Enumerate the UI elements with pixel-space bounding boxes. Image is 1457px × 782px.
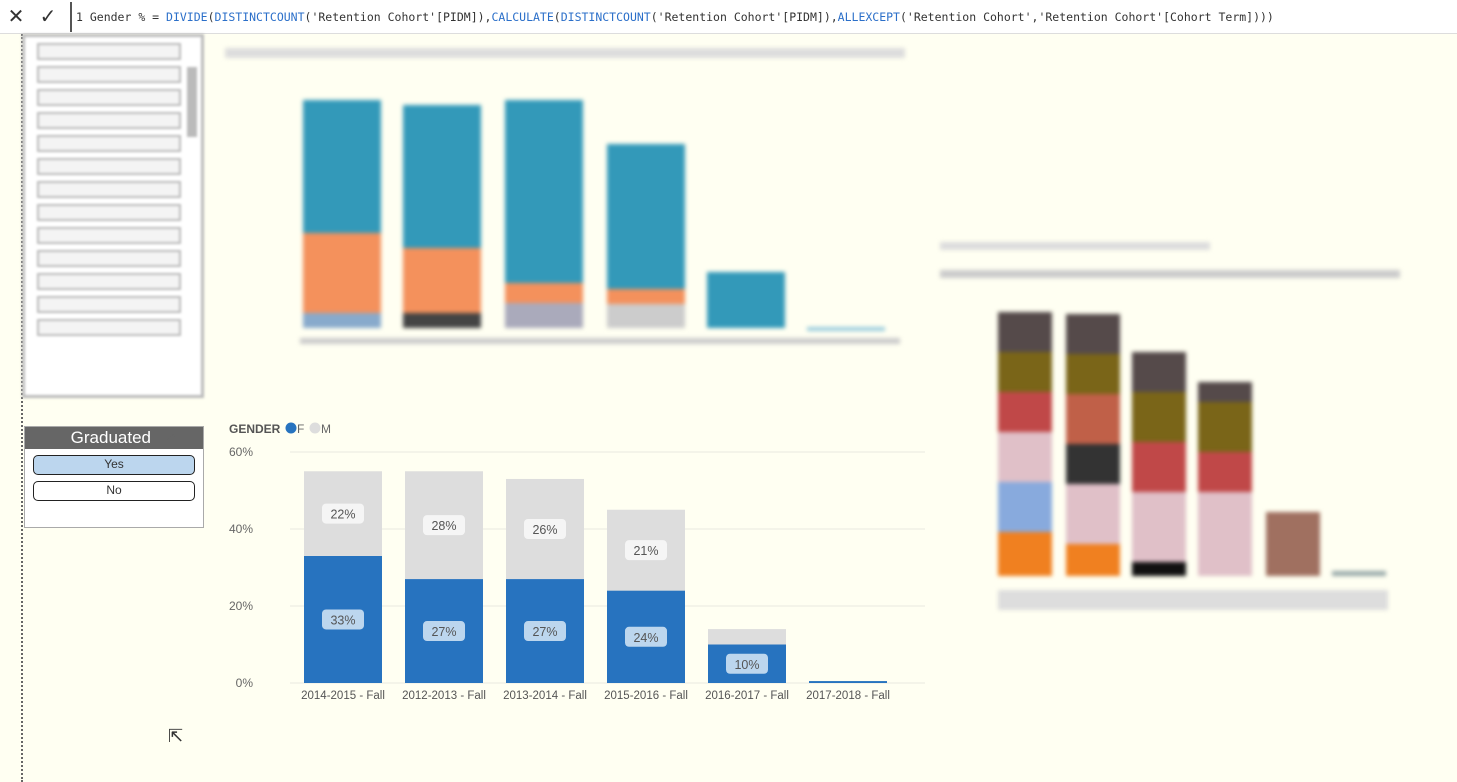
y-tick-label: 20% xyxy=(229,599,253,613)
data-label-bg xyxy=(423,621,465,642)
focus-mode-icon[interactable]: ⤢ xyxy=(163,429,175,445)
slicer-item[interactable] xyxy=(37,204,181,221)
y-tick-label: 40% xyxy=(229,522,253,536)
slicer-title: Graduated xyxy=(25,427,203,449)
canvas-edge xyxy=(21,34,23,782)
x-tick-label: 2014-2015 - Fall xyxy=(301,690,385,702)
legend-label: F xyxy=(297,422,304,436)
y-tick-label: 60% xyxy=(229,445,253,459)
x-tick-label: 2016-2017 - Fall xyxy=(705,690,789,702)
formula-bar: ✕ ✓ 1 Gender % = DIVIDE(DISTINCTCOUNT('R… xyxy=(0,0,1457,34)
formula-text: ( xyxy=(553,9,561,24)
formula-text: ( xyxy=(207,9,215,24)
slicer-item[interactable] xyxy=(37,181,181,198)
slicer-item[interactable] xyxy=(37,319,181,336)
data-label: 28% xyxy=(431,519,456,533)
legend-marker-M xyxy=(309,422,321,434)
data-label: 21% xyxy=(633,544,658,558)
data-label: 26% xyxy=(532,523,557,537)
scrollbar[interactable] xyxy=(187,67,197,137)
option-no[interactable]: No xyxy=(33,481,195,501)
formula-fn: DIVIDE xyxy=(166,9,208,24)
formula-text: ('Retention Cohort'[PIDM]), xyxy=(304,9,492,24)
slicer-item[interactable] xyxy=(37,273,181,290)
blurred-list-slicer[interactable] xyxy=(22,34,204,398)
formula-fn: ALLEXCEPT xyxy=(837,9,900,24)
slicer-item[interactable] xyxy=(37,227,181,244)
formula-text: Gender % = xyxy=(82,9,167,24)
data-label-bg xyxy=(524,621,566,642)
data-label-bg xyxy=(726,653,768,674)
slicer-item[interactable] xyxy=(37,43,181,60)
check-icon[interactable]: ✓ xyxy=(39,6,57,28)
graduated-slicer: Graduated ⤢ ⋯ Yes No xyxy=(24,426,204,528)
slicer-item[interactable] xyxy=(37,66,181,83)
formula-fn: DISTINCTCOUNT xyxy=(560,9,651,24)
data-label: 10% xyxy=(734,658,759,672)
data-label-bg xyxy=(524,519,566,539)
blurred-stacked-chart xyxy=(940,242,1400,610)
data-label: 24% xyxy=(633,631,658,645)
data-label-bg xyxy=(423,515,465,536)
formula-text: ('Retention Cohort'[PIDM]), xyxy=(650,9,838,24)
data-label-bg xyxy=(322,503,364,524)
y-tick-label: 0% xyxy=(236,676,254,690)
bar-M xyxy=(708,629,786,645)
data-label: 22% xyxy=(330,508,355,522)
formula-fn: DISTINCTCOUNT xyxy=(214,9,305,24)
x-tick-label: 2013-2014 - Fall xyxy=(503,690,587,702)
slicer-item[interactable] xyxy=(37,112,181,129)
x-tick-label: 2017-2018 - Fall xyxy=(806,690,890,702)
data-label: 33% xyxy=(330,613,355,627)
slicer-item[interactable] xyxy=(37,89,181,106)
slicer-item[interactable] xyxy=(37,250,181,267)
data-label: 27% xyxy=(532,625,557,639)
data-label: 27% xyxy=(431,625,456,639)
formula-fn: CALCULATE xyxy=(491,9,554,24)
mouse-cursor: ⇱ xyxy=(168,726,184,746)
slicer-item[interactable] xyxy=(37,135,181,152)
formula-input[interactable]: 1 Gender % = DIVIDE(DISTINCTCOUNT('Reten… xyxy=(70,1,1457,32)
data-label-bg xyxy=(625,540,667,561)
bar-F xyxy=(809,681,887,683)
x-tick-label: 2012-2013 - Fall xyxy=(402,690,486,702)
line-number: 1 xyxy=(76,9,83,24)
blurred-ethnicity-chart xyxy=(225,48,905,344)
data-label-bg xyxy=(322,609,364,630)
legend-label: M xyxy=(321,422,331,436)
legend-title: GENDER xyxy=(229,422,281,436)
slicer-item[interactable] xyxy=(37,158,181,175)
x-tick-label: 2015-2016 - Fall xyxy=(604,690,688,702)
slicer-item[interactable] xyxy=(37,296,181,313)
more-options-icon[interactable]: ⋯ xyxy=(185,429,199,445)
close-icon[interactable]: ✕ xyxy=(7,6,25,28)
formula-text: ('Retention Cohort','Retention Cohort'[C… xyxy=(899,9,1274,24)
data-label-bg xyxy=(625,626,667,647)
legend-marker-F xyxy=(285,422,297,434)
gender-percent-chart: GENDER F M 0% 20% 40% 60% 33% 22% 2014-2015 - … xyxy=(229,422,925,702)
option-yes[interactable]: Yes xyxy=(33,455,195,475)
